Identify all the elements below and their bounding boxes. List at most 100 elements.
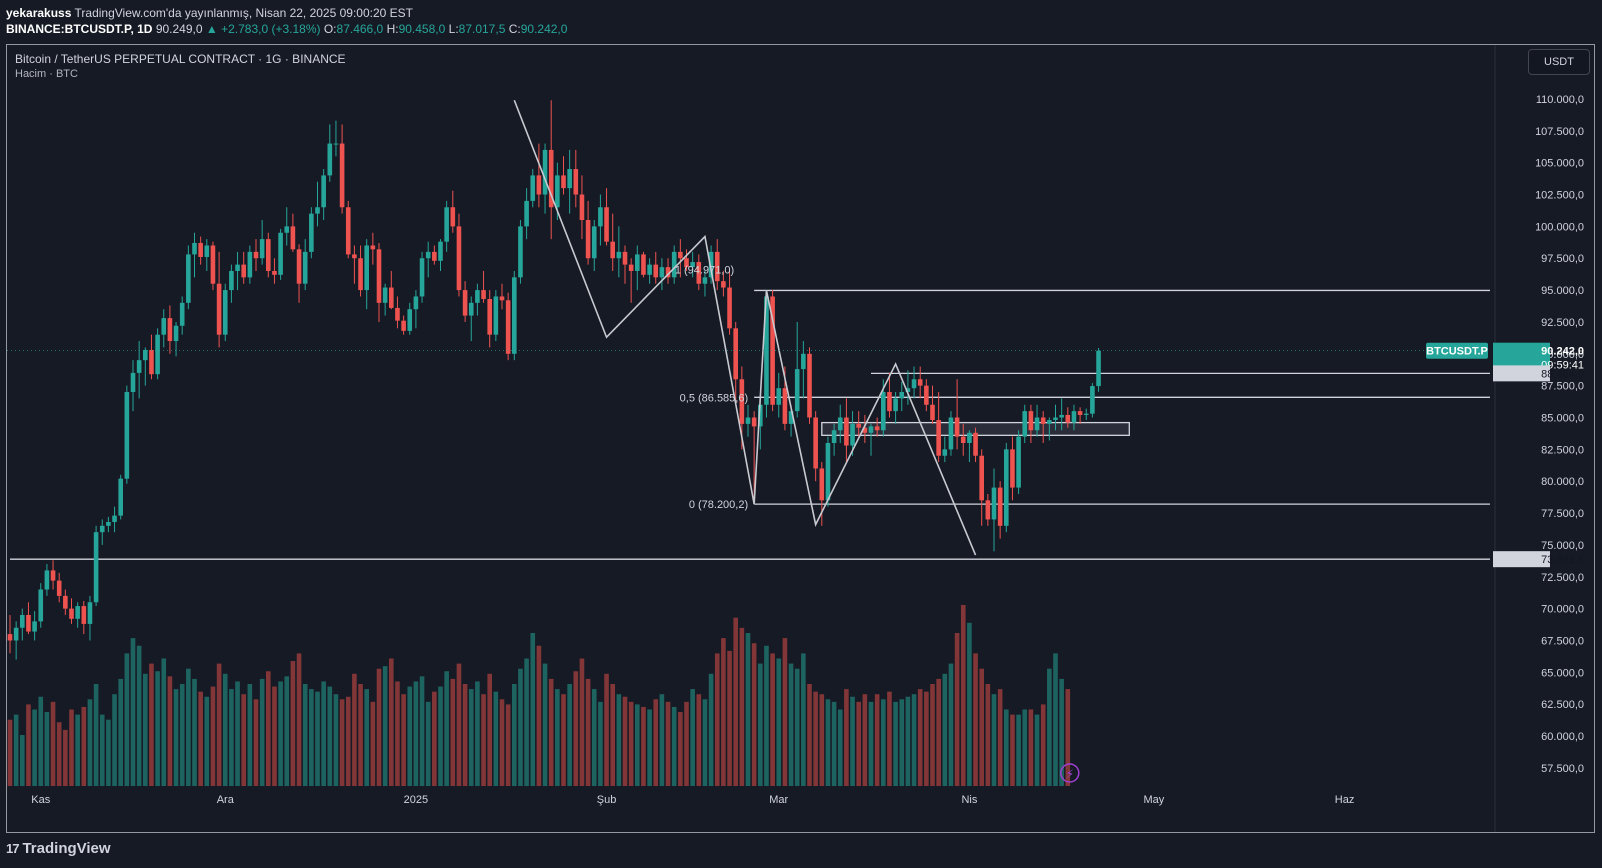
candle-body[interactable]: [1065, 414, 1071, 423]
candle-body[interactable]: [339, 143, 345, 208]
candle-body[interactable]: [745, 417, 751, 424]
lightning-icon[interactable]: [1060, 763, 1080, 783]
legend-volume[interactable]: Hacim · BTC: [15, 68, 78, 80]
candle-body[interactable]: [296, 249, 302, 284]
candle-body[interactable]: [960, 436, 966, 443]
candle-body[interactable]: [899, 392, 905, 399]
candle-body[interactable]: [727, 287, 732, 329]
candle-body[interactable]: [555, 175, 560, 208]
candle-body[interactable]: [702, 277, 708, 284]
candle-body[interactable]: [253, 251, 259, 259]
candle-body[interactable]: [389, 287, 394, 308]
candle-body[interactable]: [1053, 417, 1058, 421]
candle-body[interactable]: [837, 417, 843, 431]
price-chart[interactable]: 112.500,0110.000,0107.500,0105.000,0102.…: [7, 45, 1594, 832]
candle-body[interactable]: [954, 417, 960, 437]
candle-body[interactable]: [751, 417, 757, 427]
candle-body[interactable]: [26, 614, 31, 632]
candle-body[interactable]: [788, 411, 794, 424]
candle-body[interactable]: [413, 296, 419, 310]
candle-body[interactable]: [561, 175, 566, 189]
candle-body[interactable]: [493, 296, 499, 335]
candle-body[interactable]: [444, 207, 449, 242]
candle-body[interactable]: [690, 262, 695, 268]
candle-body[interactable]: [776, 388, 782, 405]
legend-title[interactable]: Bitcoin / TetherUS PERPETUAL CONTRACT · …: [15, 52, 346, 66]
author-name[interactable]: yekarakuss: [6, 6, 72, 20]
candle-body[interactable]: [512, 277, 517, 354]
candle-body[interactable]: [425, 251, 431, 259]
candle-body[interactable]: [628, 264, 634, 271]
candle-body[interactable]: [136, 360, 142, 373]
candle-body[interactable]: [917, 379, 923, 386]
candle-body[interactable]: [358, 258, 363, 291]
candle-body[interactable]: [1059, 414, 1064, 418]
candle-body[interactable]: [1016, 436, 1021, 488]
candle-body[interactable]: [1010, 449, 1015, 488]
candle-body[interactable]: [315, 207, 320, 214]
candle-body[interactable]: [456, 226, 462, 291]
candle-body[interactable]: [696, 262, 702, 284]
candle-body[interactable]: [259, 239, 265, 259]
candle-body[interactable]: [1022, 411, 1028, 437]
candle-body[interactable]: [794, 369, 800, 412]
candle-body[interactable]: [450, 207, 456, 227]
candle-body[interactable]: [106, 521, 111, 526]
candle-body[interactable]: [604, 207, 609, 242]
candle-body[interactable]: [653, 264, 659, 278]
candle-body[interactable]: [204, 245, 210, 257]
candle-body[interactable]: [407, 309, 413, 331]
candle-body[interactable]: [881, 392, 886, 431]
candle-body[interactable]: [32, 621, 37, 632]
candle-body[interactable]: [50, 570, 56, 581]
candle-body[interactable]: [665, 267, 671, 278]
candle-body[interactable]: [7, 634, 13, 641]
candle-body[interactable]: [708, 251, 714, 278]
candle-body[interactable]: [1004, 449, 1009, 526]
candle-body[interactable]: [149, 349, 154, 375]
candle-body[interactable]: [499, 296, 505, 301]
candle-body[interactable]: [770, 296, 775, 405]
candle-body[interactable]: [481, 290, 486, 300]
candle-body[interactable]: [936, 420, 941, 456]
candle-body[interactable]: [850, 423, 855, 446]
candle-body[interactable]: [979, 455, 984, 501]
candle-body[interactable]: [278, 232, 283, 275]
candle-body[interactable]: [985, 500, 991, 520]
candle-body[interactable]: [739, 379, 745, 424]
candle-body[interactable]: [235, 264, 240, 271]
candle-body[interactable]: [161, 318, 167, 335]
candle-body[interactable]: [991, 487, 997, 520]
candle-body[interactable]: [143, 349, 148, 361]
candle-body[interactable]: [616, 251, 622, 259]
candle-body[interactable]: [813, 417, 818, 469]
candle-body[interactable]: [967, 432, 972, 443]
candle-body[interactable]: [487, 299, 492, 335]
candle-body[interactable]: [38, 589, 44, 622]
candle-body[interactable]: [192, 242, 197, 255]
candle-body[interactable]: [352, 254, 357, 259]
candle-body[interactable]: [13, 627, 19, 641]
candle-body[interactable]: [825, 442, 831, 501]
candle-body[interactable]: [99, 525, 105, 533]
candle-body[interactable]: [401, 320, 406, 331]
candle-body[interactable]: [87, 602, 93, 624]
candle-body[interactable]: [530, 175, 536, 201]
candle-body[interactable]: [819, 468, 825, 501]
candle-body[interactable]: [266, 239, 271, 271]
candle-body[interactable]: [468, 302, 474, 316]
candle-body[interactable]: [419, 258, 425, 297]
candle-body[interactable]: [1090, 386, 1095, 414]
candle-body[interactable]: [1077, 411, 1083, 415]
candle-body[interactable]: [118, 478, 123, 516]
candle-body[interactable]: [807, 353, 812, 418]
candle-body[interactable]: [733, 328, 738, 380]
candle-body[interactable]: [56, 580, 62, 596]
candle-body[interactable]: [924, 385, 929, 405]
candle-body[interactable]: [862, 427, 868, 433]
candle-body[interactable]: [1040, 417, 1046, 424]
candle-body[interactable]: [844, 417, 849, 446]
candle-body[interactable]: [216, 283, 222, 335]
candle-body[interactable]: [714, 251, 720, 282]
candle-body[interactable]: [186, 254, 191, 303]
